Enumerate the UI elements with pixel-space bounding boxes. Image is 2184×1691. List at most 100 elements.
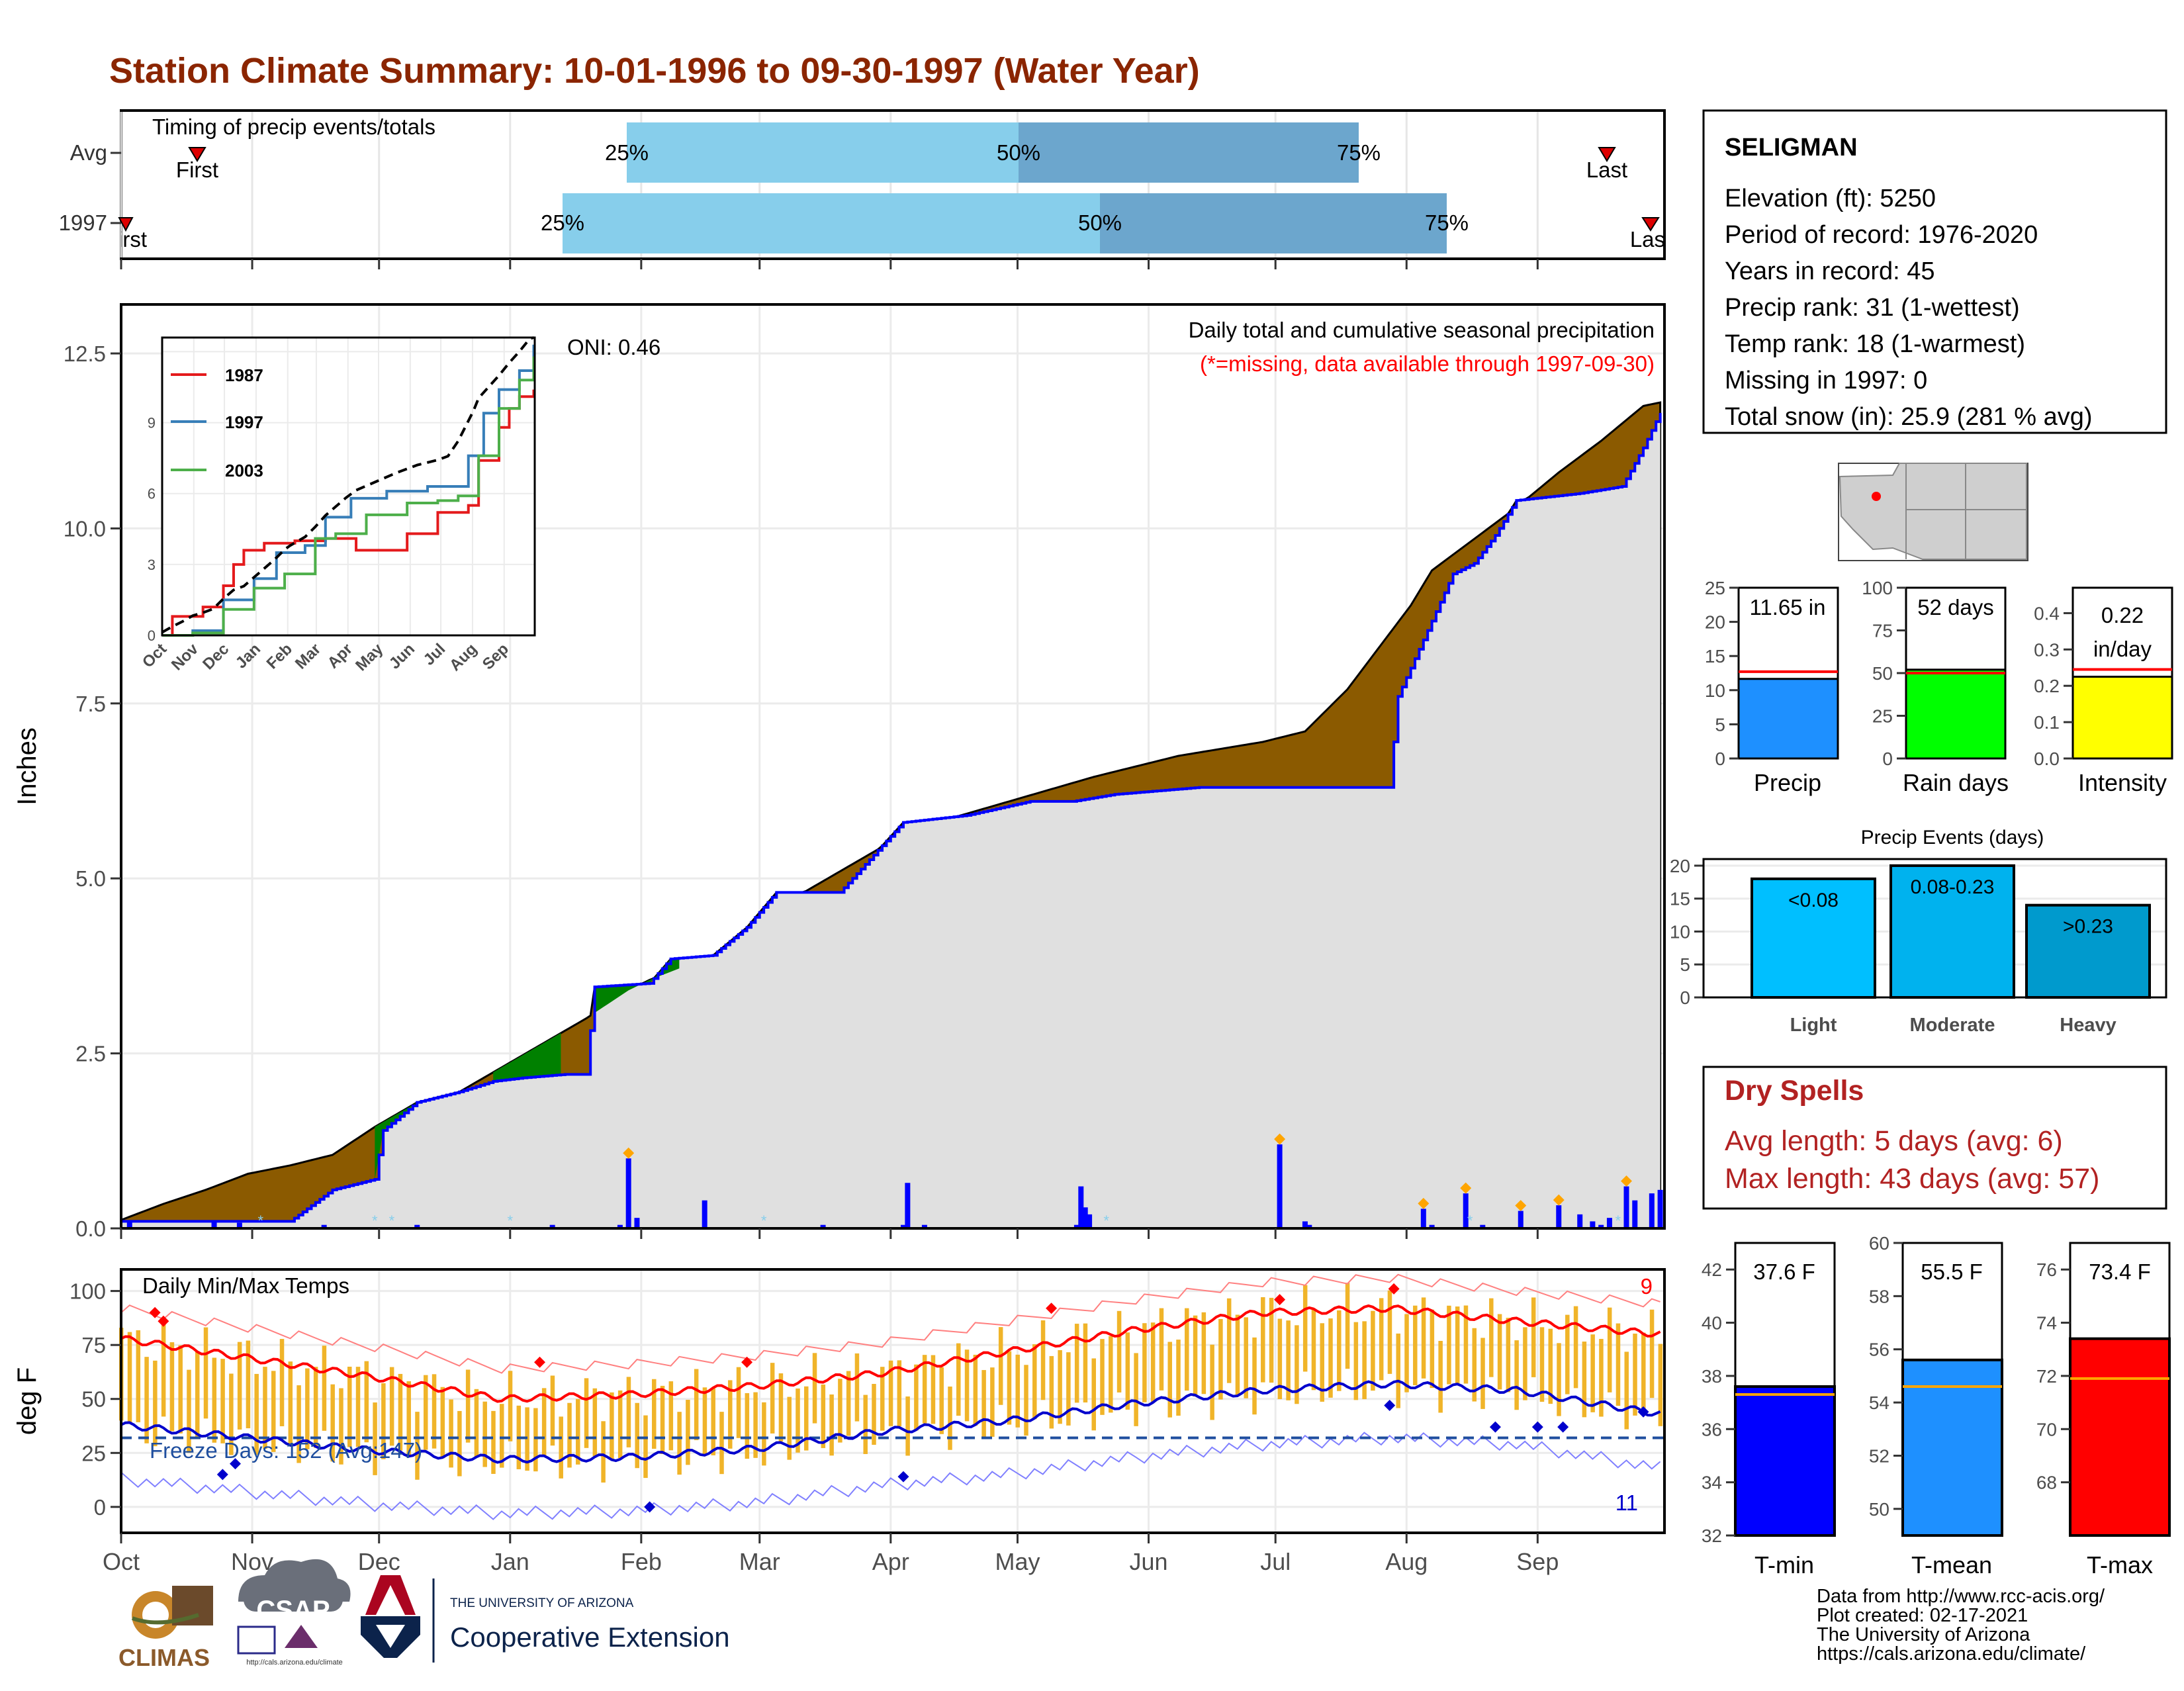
daily-temp-range-bar xyxy=(195,1351,200,1438)
precip-events-bar-moderate xyxy=(1889,864,2015,999)
daily-temp-range-bar xyxy=(541,1388,547,1456)
daily-temp-range-bar xyxy=(1261,1297,1265,1383)
daily-temp-range-bar xyxy=(711,1388,715,1455)
record-precip-marker xyxy=(1621,1175,1632,1187)
temp-ytick-label: 100 xyxy=(69,1279,106,1304)
daily-temp-range-bar xyxy=(1185,1308,1189,1391)
daily-temp-range-bar xyxy=(796,1388,800,1453)
daily-temp-range-bar xyxy=(762,1402,766,1466)
daily-temp-range-bar xyxy=(1624,1351,1629,1430)
daily-temp-range-bar xyxy=(288,1361,293,1444)
daily-precip-bar xyxy=(126,1221,132,1228)
daily-temp-range-bar xyxy=(677,1412,682,1475)
daily-temp-range-bar xyxy=(1058,1350,1062,1424)
daily-precip-bar xyxy=(549,1224,555,1228)
rain-days-ytick-label: 0 xyxy=(1882,749,1893,769)
daily-temp-range-bar xyxy=(406,1381,411,1456)
daily-temp-range-bar xyxy=(998,1327,1003,1405)
station-line-temp-rank: Temp rank: 18 (1-warmest) xyxy=(1725,330,2025,358)
daily-temp-range-bar xyxy=(271,1371,276,1452)
daily-precip-bar xyxy=(617,1224,623,1228)
events-ytick-label: 0 xyxy=(1680,987,1690,1008)
missing-day-marker: * xyxy=(1467,1212,1473,1229)
daily-temp-range-bar xyxy=(533,1408,538,1472)
rain-days-ytick-label: 50 xyxy=(1872,663,1893,684)
daily-temp-range-bar xyxy=(246,1340,251,1429)
daily-temp-range-bar xyxy=(635,1402,639,1469)
daily-precip-bar xyxy=(1082,1207,1088,1228)
station-info-box: SELIGMAN Elevation (ft): 5250 Period of … xyxy=(1702,109,2167,434)
daily-temp-range-bar xyxy=(1049,1355,1054,1429)
missing-day-marker: * xyxy=(258,1212,264,1229)
timing-obs-first-marker xyxy=(118,217,134,232)
precip-note: (*=missing, data available through 1997-… xyxy=(1200,351,1655,376)
daily-temp-range-bar xyxy=(812,1353,817,1424)
daily-temp-range-bar xyxy=(846,1371,851,1436)
tmax-ytick-label: 76 xyxy=(2036,1259,2057,1280)
intensity-ytick-label: 0.3 xyxy=(2034,639,2060,660)
daily-temp-range-bar xyxy=(1615,1323,1621,1406)
daily-temp-range-bar xyxy=(1007,1351,1012,1425)
daily-temp-range-bar xyxy=(322,1346,327,1431)
timing-avg-last-label: Last xyxy=(1586,158,1627,182)
daily-temp-range-bar xyxy=(136,1330,141,1422)
temp-ytick-label: 50 xyxy=(81,1387,106,1412)
timing-obs-last-label: Last xyxy=(1630,227,1671,251)
daily-temp-range-bar xyxy=(449,1399,453,1468)
raindays-bar-label: Rain days xyxy=(1903,769,2009,796)
timing-avg-last-marker xyxy=(1598,147,1616,162)
daily-temp-range-bar xyxy=(567,1402,572,1468)
daily-precip-bar xyxy=(321,1224,327,1228)
missing-day-marker: * xyxy=(508,1212,514,1229)
daily-precip-bar xyxy=(1463,1193,1469,1228)
tmin-value: 37.6 F xyxy=(1753,1259,1815,1284)
daily-temp-range-bar xyxy=(127,1332,132,1424)
inset-line-average xyxy=(161,336,535,634)
timing-obs-bar-50-75 xyxy=(1100,193,1447,253)
timing-avg-p50: 50% xyxy=(997,140,1040,165)
precip-events-bar-heavy xyxy=(2025,903,2151,999)
locator-map xyxy=(1838,463,2028,561)
record-precip-marker xyxy=(1515,1200,1527,1212)
ua-small-text: THE UNIVERSITY OF ARIZONA xyxy=(450,1596,634,1610)
daily-temp-range-bar xyxy=(1235,1314,1240,1396)
daily-temp-range-bar xyxy=(1404,1314,1409,1393)
precip-ylabel: Inches xyxy=(13,727,42,805)
timing-label: Timing of precip events/totals xyxy=(152,114,435,139)
daily-temp-range-bar xyxy=(1379,1298,1384,1381)
tmin-bar xyxy=(1734,1385,1836,1537)
events-plot-border xyxy=(1702,858,2167,999)
precip-ytick-label: 10.0 xyxy=(64,516,106,541)
daily-precip-bar xyxy=(921,1224,927,1228)
daily-precip-bar xyxy=(1577,1214,1583,1228)
daily-temp-range-bar xyxy=(1100,1339,1105,1415)
daily-temp-range-bar xyxy=(1489,1298,1494,1377)
station-line-precip-rank: Precip rank: 31 (1-wettest) xyxy=(1725,294,2020,322)
record-high-marker xyxy=(1388,1283,1400,1295)
tmax-ytick-label: 72 xyxy=(2036,1366,2057,1387)
daily-temp-range-bar xyxy=(398,1373,403,1451)
average-min-temp-line xyxy=(120,1379,1661,1464)
daily-temp-range-bar xyxy=(296,1385,301,1463)
temp-ylabel: deg F xyxy=(13,1367,42,1435)
daily-temp-range-bar xyxy=(1337,1310,1342,1391)
station-name: SELIGMAN xyxy=(1725,134,1858,161)
daily-temp-range-bar xyxy=(778,1373,784,1441)
events-ytick-label: 15 xyxy=(1670,889,1690,909)
daily-precip-bar xyxy=(1420,1209,1426,1228)
daily-temp-range-bar xyxy=(1286,1320,1291,1400)
inset-legend-2003: 2003 xyxy=(225,461,263,480)
precip-events-category-label: Heavy xyxy=(2060,1015,2116,1036)
daily-temp-range-bar xyxy=(212,1357,217,1443)
daily-temp-range-bar xyxy=(237,1342,242,1430)
daily-precip-bar xyxy=(1590,1221,1596,1228)
daily-temp-range-bar xyxy=(736,1367,741,1438)
daily-temp-range-bar xyxy=(1150,1322,1156,1402)
mini-bar-charts: 0 5 10 15 20 25 0 25 50 75 100 0.0 0.1 0.2 0.3 0.4 xyxy=(1705,578,2173,769)
record-max-count: 9 xyxy=(1641,1274,1653,1299)
missing-day-marker: * xyxy=(389,1212,395,1229)
intensity-ytick-label: 0.1 xyxy=(2034,712,2060,733)
precip-ytick-label: 7.5 xyxy=(75,692,106,716)
daily-precip-bar xyxy=(702,1200,707,1228)
